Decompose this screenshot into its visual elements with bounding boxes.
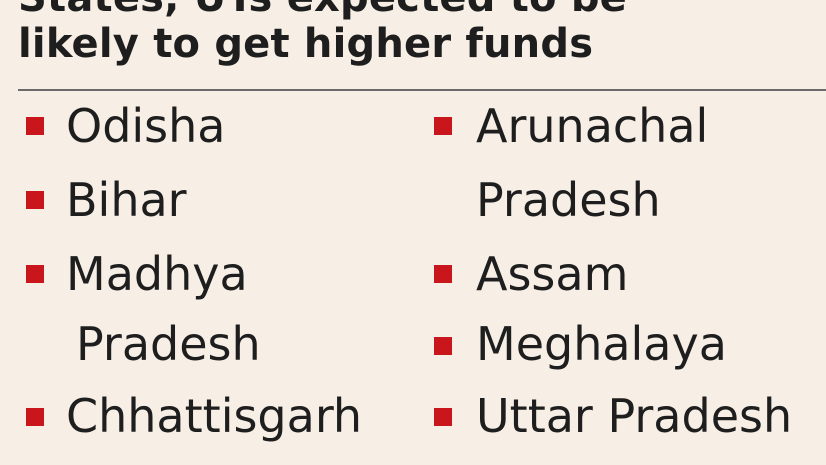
page-title: likely to get higher funds bbox=[18, 21, 594, 67]
bullet-square-icon bbox=[26, 265, 44, 283]
bullet-square-icon bbox=[434, 408, 452, 426]
list-item-pradesh-continuation: Pradesh bbox=[76, 317, 261, 371]
bullet-square-icon bbox=[26, 191, 44, 209]
bullet-square-icon bbox=[434, 117, 452, 135]
list-item-bihar: Bihar bbox=[66, 173, 187, 227]
bullet-square-icon bbox=[26, 408, 44, 426]
list-item-assam: Assam bbox=[476, 247, 629, 301]
divider-line bbox=[18, 89, 826, 91]
bullet-square-icon bbox=[434, 265, 452, 283]
list-item-uttar-pradesh: Uttar Pradesh bbox=[476, 389, 793, 443]
list-item-madhya: Madhya bbox=[66, 247, 248, 301]
bullet-square-icon bbox=[26, 117, 44, 135]
list-item-meghalaya: Meghalaya bbox=[476, 317, 727, 371]
list-item-odisha: Odisha bbox=[66, 99, 226, 153]
list-item-chhattisgarh: Chhattisgarh bbox=[66, 389, 363, 443]
list-item-arunachal: Arunachal bbox=[476, 99, 709, 153]
heading-cut-line: States, UTs expected to be bbox=[18, 0, 627, 22]
bullet-square-icon bbox=[434, 337, 452, 355]
list-item-arunachal-pradesh-continuation: Pradesh bbox=[476, 173, 661, 227]
